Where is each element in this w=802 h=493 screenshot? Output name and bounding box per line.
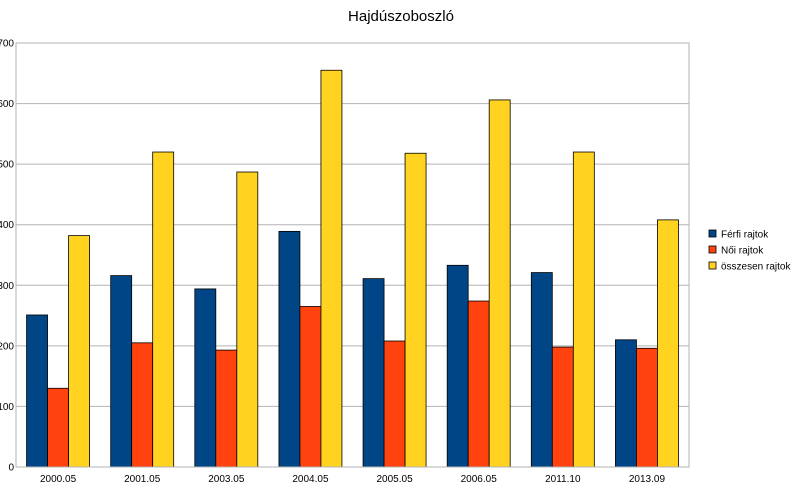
legend-label-2: összesen rajtok	[721, 262, 791, 273]
x-tick-label: 2000.05	[40, 474, 77, 485]
bar-2013.09-series-0	[615, 339, 637, 468]
chart-title: Hajdúszoboszló	[348, 8, 454, 25]
legend: Férfi rajtok Női rajtok összesen rajtok	[708, 229, 791, 273]
bar-2011.10-series-2	[572, 151, 595, 468]
bar-2011.10-series-0	[530, 272, 553, 468]
x-tick-label: 2006.05	[461, 474, 498, 485]
bar-2005.05-series-0	[362, 278, 385, 468]
x-tick-label: 2005.05	[376, 474, 413, 485]
legend-swatch-2	[708, 261, 717, 270]
bar-2004.05-series-1	[299, 306, 322, 468]
y-tick-label: 100	[0, 402, 14, 413]
x-tick-label: 2013.09	[629, 474, 666, 485]
legend-swatch-0	[708, 229, 717, 238]
x-axis-ticks: 2000.05 2001.05 2003.05 2004.05 2005.05 2006.…	[40, 474, 665, 485]
bar-2006.05-series-2	[488, 99, 511, 468]
y-tick-label: 0	[8, 463, 14, 474]
bar-2006.05-series-0	[446, 264, 469, 468]
bar-2013.09-series-1	[636, 347, 658, 468]
y-tick-label: 500	[0, 160, 14, 171]
y-tick-label: 200	[0, 341, 14, 352]
bar-2003.05-series-0	[194, 288, 217, 468]
legend-label-1: Női rajtok	[721, 246, 764, 257]
x-tick-label: 2003.05	[208, 474, 245, 485]
x-tick-label: 2004.05	[292, 474, 329, 485]
y-tick-label: 700	[0, 39, 14, 50]
bars	[26, 69, 679, 468]
bar-2003.05-series-1	[215, 349, 238, 468]
bar-2006.05-series-1	[467, 300, 490, 468]
x-tick-label: 2001.05	[124, 474, 161, 485]
bar-2001.05-series-2	[152, 151, 175, 468]
bar-2005.05-series-2	[404, 152, 427, 468]
bar-2000.05-series-2	[68, 235, 90, 468]
bar-2001.05-series-0	[110, 275, 133, 468]
bar-2004.05-series-2	[320, 69, 343, 468]
y-tick-label: 600	[0, 99, 14, 110]
x-tick-label: 2011.10	[545, 474, 581, 485]
bar-2000.05-series-0	[26, 314, 48, 468]
bar-2001.05-series-1	[131, 342, 154, 468]
bar-2004.05-series-0	[278, 230, 301, 468]
bar-2005.05-series-1	[383, 340, 406, 468]
y-axis-ticks: 0 100 200 300 400 500 600 700	[0, 39, 14, 474]
bar-2000.05-series-1	[47, 387, 69, 468]
bar-2003.05-series-2	[236, 171, 259, 468]
bar-2011.10-series-1	[551, 346, 574, 468]
bar-2013.09-series-2	[657, 219, 679, 468]
legend-swatch-1	[708, 245, 717, 254]
y-tick-label: 300	[0, 281, 14, 292]
plot-frame	[15, 42, 690, 468]
legend-label-0: Férfi rajtok	[721, 230, 769, 241]
y-tick-label: 400	[0, 220, 14, 231]
